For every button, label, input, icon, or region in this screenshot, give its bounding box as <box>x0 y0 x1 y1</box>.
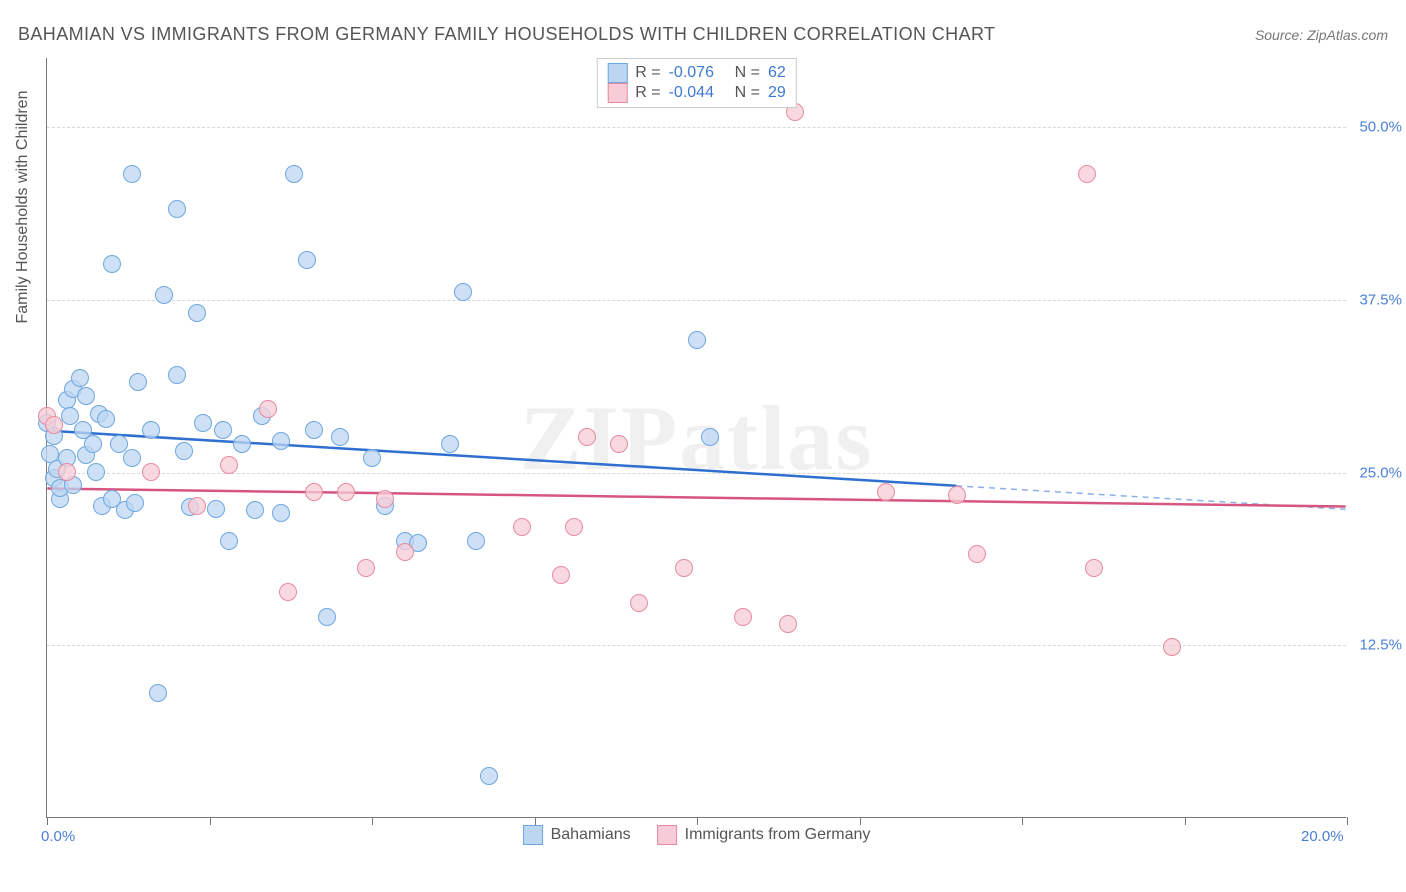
data-point-germany <box>1085 559 1103 577</box>
legend-item-germany: Immigrants from Germany <box>657 825 871 845</box>
watermark: ZIPatlas <box>520 385 873 491</box>
data-point-bahamians <box>272 432 290 450</box>
data-point-germany <box>513 518 531 536</box>
data-point-bahamians <box>129 373 147 391</box>
data-point-bahamians <box>233 435 251 453</box>
data-point-germany <box>734 608 752 626</box>
y-tick-label: 37.5% <box>1359 291 1402 308</box>
data-point-bahamians <box>305 421 323 439</box>
data-point-bahamians <box>298 251 316 269</box>
data-point-germany <box>376 490 394 508</box>
scatter-plot: ZIPatlas 12.5%25.0%37.5%50.0% R =-0.076N… <box>46 58 1346 818</box>
data-point-germany <box>968 545 986 563</box>
chart-title: BAHAMIAN VS IMMIGRANTS FROM GERMANY FAMI… <box>18 24 995 45</box>
data-point-bahamians <box>175 442 193 460</box>
data-point-bahamians <box>220 532 238 550</box>
x-tick <box>860 817 861 825</box>
x-tick-label: 0.0% <box>41 828 75 845</box>
data-point-bahamians <box>168 366 186 384</box>
data-point-germany <box>1163 638 1181 656</box>
data-point-germany <box>1078 165 1096 183</box>
gridline <box>47 473 1346 474</box>
data-point-germany <box>552 566 570 584</box>
data-point-bahamians <box>168 200 186 218</box>
y-tick-label: 12.5% <box>1359 637 1402 654</box>
data-point-germany <box>305 483 323 501</box>
data-point-germany <box>779 615 797 633</box>
data-point-germany <box>58 463 76 481</box>
data-point-bahamians <box>126 494 144 512</box>
y-tick-label: 25.0% <box>1359 464 1402 481</box>
data-point-bahamians <box>246 501 264 519</box>
data-point-bahamians <box>467 532 485 550</box>
data-point-bahamians <box>87 463 105 481</box>
data-point-germany <box>188 497 206 515</box>
data-point-germany <box>279 583 297 601</box>
data-point-bahamians <box>77 387 95 405</box>
data-point-bahamians <box>142 421 160 439</box>
y-tick-label: 50.0% <box>1359 119 1402 136</box>
x-tick <box>1022 817 1023 825</box>
data-point-bahamians <box>103 255 121 273</box>
x-tick <box>1185 817 1186 825</box>
data-point-germany <box>259 400 277 418</box>
gridline <box>47 300 1346 301</box>
data-point-germany <box>675 559 693 577</box>
stats-row-germany: R =-0.044N =29 <box>607 83 785 103</box>
data-point-bahamians <box>214 421 232 439</box>
x-tick <box>372 817 373 825</box>
gridline <box>47 127 1346 128</box>
x-tick <box>47 817 48 825</box>
series-legend: Bahamians Immigrants from Germany <box>523 825 871 845</box>
x-tick-label: 20.0% <box>1301 828 1344 845</box>
data-point-germany <box>877 483 895 501</box>
legend-item-bahamians: Bahamians <box>523 825 631 845</box>
stats-legend: R =-0.076N =62R =-0.044N =29 <box>596 58 796 108</box>
data-point-bahamians <box>318 608 336 626</box>
data-point-germany <box>948 486 966 504</box>
data-point-germany <box>610 435 628 453</box>
data-point-germany <box>45 416 63 434</box>
y-axis-title: Family Households with Children <box>14 91 32 324</box>
data-point-germany <box>337 483 355 501</box>
data-point-bahamians <box>155 286 173 304</box>
data-point-bahamians <box>272 504 290 522</box>
data-point-bahamians <box>701 428 719 446</box>
x-tick <box>535 817 536 825</box>
gridline <box>47 645 1346 646</box>
x-tick <box>697 817 698 825</box>
data-point-bahamians <box>480 767 498 785</box>
x-tick <box>210 817 211 825</box>
source-attribution: Source: ZipAtlas.com <box>1255 27 1388 43</box>
data-point-bahamians <box>363 449 381 467</box>
data-point-germany <box>578 428 596 446</box>
data-point-germany <box>630 594 648 612</box>
data-point-bahamians <box>441 435 459 453</box>
data-point-germany <box>357 559 375 577</box>
data-point-bahamians <box>331 428 349 446</box>
data-point-bahamians <box>123 449 141 467</box>
data-point-bahamians <box>688 331 706 349</box>
data-point-bahamians <box>194 414 212 432</box>
stats-row-bahamians: R =-0.076N =62 <box>607 63 785 83</box>
data-point-bahamians <box>84 435 102 453</box>
data-point-bahamians <box>71 369 89 387</box>
data-point-bahamians <box>123 165 141 183</box>
x-tick <box>1347 817 1348 825</box>
data-point-bahamians <box>149 684 167 702</box>
data-point-bahamians <box>207 500 225 518</box>
data-point-bahamians <box>285 165 303 183</box>
data-point-bahamians <box>188 304 206 322</box>
data-point-germany <box>142 463 160 481</box>
data-point-germany <box>565 518 583 536</box>
data-point-bahamians <box>454 283 472 301</box>
data-point-bahamians <box>97 410 115 428</box>
data-point-germany <box>220 456 238 474</box>
data-point-germany <box>396 543 414 561</box>
